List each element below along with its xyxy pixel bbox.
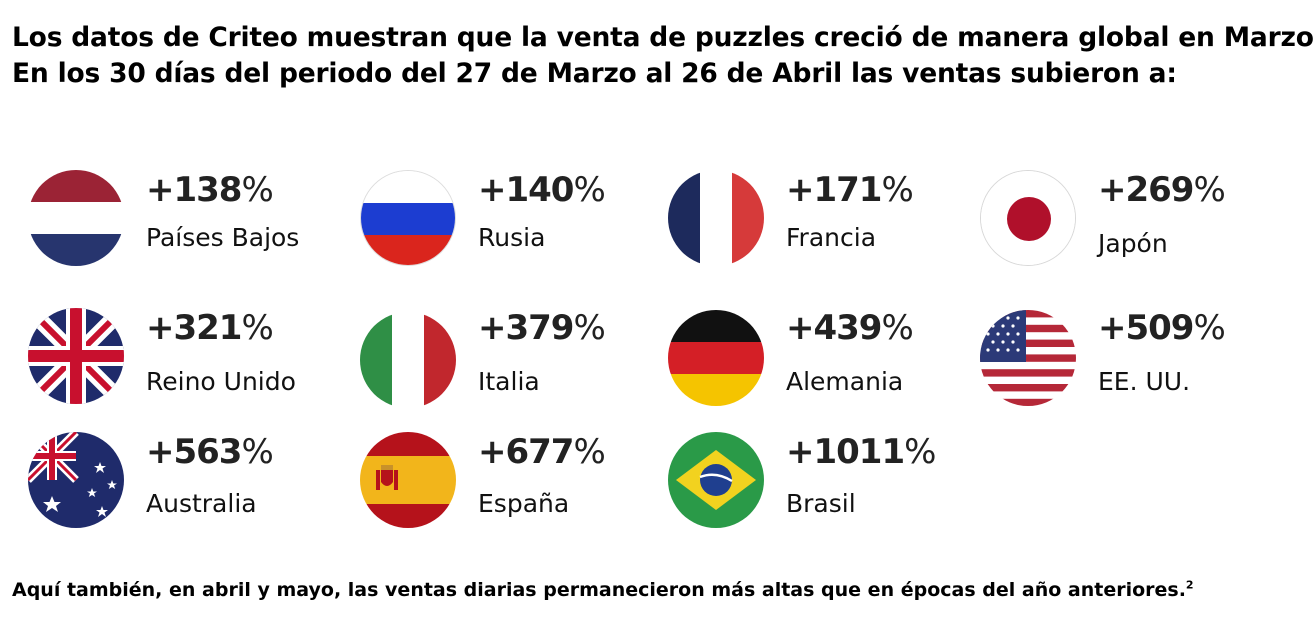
russia-flag-icon <box>360 170 456 266</box>
germany-flag-icon <box>668 310 764 406</box>
country-item-uk: +321% Reino Unido <box>28 308 328 418</box>
footer-text: Aquí también, en abril y mayo, las venta… <box>12 579 1186 601</box>
country-item-france: +171% Francia <box>668 170 968 280</box>
percentage-value: +379% <box>478 308 606 348</box>
country-name: Japón <box>1098 229 1168 258</box>
percentage-value: +439% <box>786 308 914 348</box>
france-flag-icon <box>668 170 764 266</box>
country-name: Países Bajos <box>146 223 300 252</box>
percentage-value: +140% <box>478 170 606 210</box>
country-item-brazil: +1011% Brasil <box>668 432 968 542</box>
headline-line-2: En los 30 días del periodo del 27 de Mar… <box>12 58 1177 89</box>
percentage-value: +138% <box>146 170 274 210</box>
brazil-flag-icon <box>668 432 764 528</box>
percentage-value: +269% <box>1098 170 1226 210</box>
country-item-australia: +563% Australia <box>28 432 328 542</box>
percentage-value: +677% <box>478 432 606 472</box>
percentage-value: +509% <box>1098 308 1226 348</box>
country-item-italy: +379% Italia <box>360 308 660 418</box>
country-name: Rusia <box>478 223 546 252</box>
country-name: Brasil <box>786 489 856 518</box>
country-name: Italia <box>478 367 540 396</box>
percentage-value: +171% <box>786 170 914 210</box>
headline-line-1: Los datos de Criteo muestran que la vent… <box>12 22 1315 53</box>
country-item-spain: +677% España <box>360 432 660 542</box>
percentage-value: +563% <box>146 432 274 472</box>
country-item-russia: +140% Rusia <box>360 170 660 280</box>
country-name: España <box>478 489 570 518</box>
percentage-value: +1011% <box>786 432 936 472</box>
country-name: EE. UU. <box>1098 367 1191 396</box>
country-item-usa: +509% EE. UU. <box>980 308 1280 418</box>
australia-flag-icon <box>28 432 124 528</box>
spain-flag-icon <box>360 432 456 528</box>
country-item-japan: +269% Japón <box>980 170 1280 280</box>
italy-flag-icon <box>360 312 456 408</box>
headline: Los datos de Criteo muestran que la vent… <box>12 20 1315 92</box>
percentage-value: +321% <box>146 308 274 348</box>
japan-flag-icon <box>980 170 1076 266</box>
country-item-germany: +439% Alemania <box>668 308 968 418</box>
netherlands-flag-icon <box>28 170 124 266</box>
country-name: Australia <box>146 489 257 518</box>
country-name: Francia <box>786 223 877 252</box>
footnote-marker: 2 <box>1185 578 1194 592</box>
country-item-netherlands: +138% Países Bajos <box>28 170 328 280</box>
country-name: Reino Unido <box>146 367 296 396</box>
uk-flag-icon <box>28 308 124 404</box>
country-name: Alemania <box>786 367 904 396</box>
usa-flag-icon <box>980 310 1076 406</box>
footer-note: Aquí también, en abril y mayo, las venta… <box>12 575 1312 605</box>
